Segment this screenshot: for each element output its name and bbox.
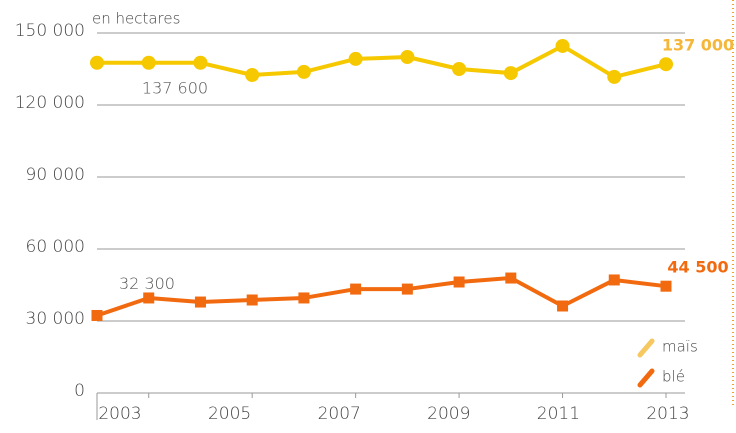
value-label: 137 000 <box>662 36 734 55</box>
point <box>608 274 620 286</box>
x-tick-label: 2003 <box>98 404 141 424</box>
value-label: 32 300 <box>119 274 175 293</box>
point <box>298 292 310 304</box>
y-tick-label: 0 <box>74 381 85 401</box>
y-tick-label: 60 000 <box>26 237 85 257</box>
x-tick-label: 2009 <box>427 404 470 424</box>
legend-label: maïs <box>662 338 698 356</box>
x-tick-label: 2005 <box>208 404 251 424</box>
y-tick-label: 150 000 <box>15 21 85 41</box>
x-tick-label: 2011 <box>537 404 580 424</box>
x-tick-label: 2007 <box>318 404 361 424</box>
point <box>194 296 206 308</box>
value-label: 137 600 <box>142 78 208 97</box>
point <box>505 272 517 284</box>
point <box>660 280 672 292</box>
point <box>246 294 258 306</box>
point <box>607 69 622 84</box>
point <box>91 309 103 321</box>
point <box>245 68 260 82</box>
legend-label: blé <box>662 368 685 386</box>
legend-swatch <box>637 368 655 388</box>
point <box>193 55 208 70</box>
value-label: 44 500 <box>667 258 728 277</box>
x-tick-label: 2013 <box>646 404 689 424</box>
y-tick-label: 30 000 <box>26 309 85 329</box>
line <box>97 43 667 79</box>
point <box>143 292 155 304</box>
point <box>350 283 362 295</box>
axis-label: en hectares <box>92 10 180 28</box>
point <box>401 283 413 295</box>
y-tick-label: 120 000 <box>15 93 85 113</box>
point <box>659 57 673 72</box>
point <box>503 66 518 81</box>
point <box>555 38 570 53</box>
point <box>296 64 311 79</box>
legend-swatch <box>637 338 655 358</box>
point <box>400 50 415 64</box>
point <box>452 62 467 76</box>
y-tick-label: 90 000 <box>26 165 85 185</box>
point <box>453 276 465 288</box>
point <box>557 300 569 312</box>
point <box>90 55 104 70</box>
point <box>348 51 363 66</box>
line <box>96 276 667 318</box>
point <box>141 55 156 70</box>
